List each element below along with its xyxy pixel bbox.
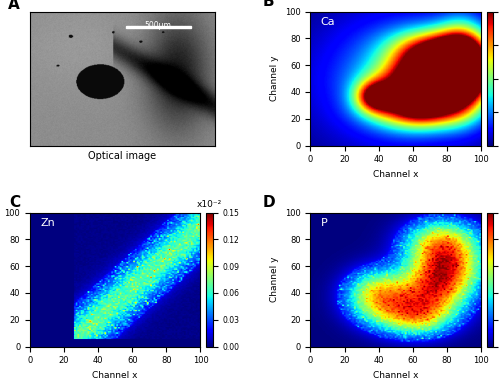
Text: D: D [262,195,276,210]
X-axis label: Optical image: Optical image [88,151,156,161]
Text: P: P [320,218,328,228]
Text: A: A [8,0,20,12]
Text: C: C [10,195,20,210]
Y-axis label: Channel y: Channel y [270,257,280,302]
Bar [126,26,190,28]
Text: Zn: Zn [40,218,55,228]
X-axis label: Channel x: Channel x [92,371,138,380]
Text: 500μm: 500μm [145,21,172,30]
Text: B: B [262,0,274,9]
Text: Ca: Ca [320,17,336,27]
X-axis label: Channel x: Channel x [373,170,418,179]
Y-axis label: Channel y: Channel y [270,56,280,101]
Text: x10⁻²: x10⁻² [196,200,222,209]
X-axis label: Channel x: Channel x [373,371,418,380]
